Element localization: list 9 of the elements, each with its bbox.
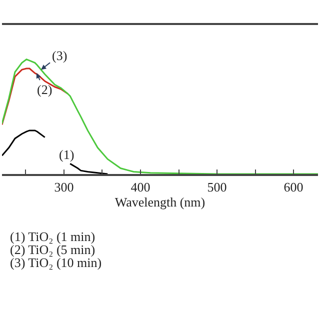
annotation: (1): [59, 147, 74, 162]
x-tick-label: 500: [207, 179, 227, 194]
x-tick-label: 300: [54, 179, 74, 194]
annotation: (3): [52, 48, 68, 63]
annotation: (2): [37, 82, 52, 97]
x-tick-label: 600: [284, 179, 304, 194]
text: (1) TiO₂ (1 min): [10, 229, 96, 244]
x-tick-label: 400: [130, 179, 150, 194]
x-axis-title: Wavelength (nm): [114, 194, 206, 210]
